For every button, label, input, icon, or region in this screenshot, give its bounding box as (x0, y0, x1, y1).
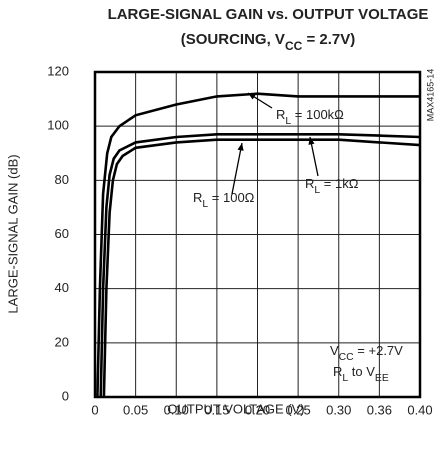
chart-subtitle: (SOURCING, VCC = 2.7V) (181, 31, 355, 53)
text-part: L (314, 185, 320, 196)
chart-title: LARGE-SIGNAL GAIN vs. OUTPUT VOLTAGE (108, 6, 429, 23)
x-axis-label: OUTPUT VOLTAGE (V) (167, 401, 304, 416)
x-tick-label: 0.36 (367, 402, 392, 417)
plot-frame (93, 70, 422, 399)
text-part: = 2.7V) (302, 31, 355, 48)
annotation: RL = 100Ω (193, 190, 255, 210)
side-label: MAX4165-14 (425, 69, 435, 122)
text-part: EE (375, 373, 389, 384)
text-part: L (285, 116, 291, 127)
x-tick-label: 0.15 (204, 402, 229, 417)
x-tick-label: 0.30 (326, 402, 351, 417)
text-part: R (333, 364, 342, 379)
x-tick-label: 0.20 (245, 402, 270, 417)
annotation: RL = 100kΩ (276, 107, 344, 127)
text-part: V (330, 343, 339, 358)
text-part: R (193, 190, 202, 205)
text-part: (SOURCING, V (181, 31, 285, 48)
text-part: L (342, 373, 348, 384)
y-tick-label: 100 (47, 118, 69, 133)
x-tick-label: 0.10 (164, 402, 189, 417)
line-series (102, 138, 421, 398)
text-part: CC (339, 352, 355, 363)
text-part: = 100kΩ (291, 107, 344, 122)
text-part: R (305, 176, 314, 191)
y-tick-label: 60 (55, 226, 69, 241)
text-part: R (276, 107, 285, 122)
annotation: RL to VEE (333, 364, 389, 384)
annotation-arrow (231, 142, 243, 195)
arrow-head (308, 137, 315, 145)
arrow-head (248, 93, 256, 100)
y-tick-label: 40 (55, 280, 69, 295)
y-tick-label: 80 (55, 172, 69, 187)
line-series (96, 92, 420, 398)
text-part: to V (348, 364, 375, 379)
text-part: = +2.7V (354, 343, 403, 358)
arrow-head (237, 143, 244, 151)
annotation: RL = 1kΩ (305, 176, 359, 196)
y-tick-label: 120 (47, 63, 69, 78)
y-axis-label: LARGE-SIGNAL GAIN (dB) (5, 154, 20, 313)
line-series (99, 133, 421, 398)
x-tick-label: 0.05 (123, 402, 148, 417)
text-part: L (202, 199, 208, 210)
y-tick-label: 0 (62, 388, 69, 403)
x-tick-label: 0.40 (407, 402, 432, 417)
annotation: VCC = +2.7V (330, 343, 403, 363)
y-tick-label: 20 (55, 334, 69, 349)
text-part: CC (285, 39, 303, 53)
text-part: = 100Ω (208, 190, 255, 205)
x-tick-label: 0.25 (285, 402, 310, 417)
x-tick-label: 0 (91, 402, 98, 417)
text-part: = 1kΩ (320, 176, 359, 191)
